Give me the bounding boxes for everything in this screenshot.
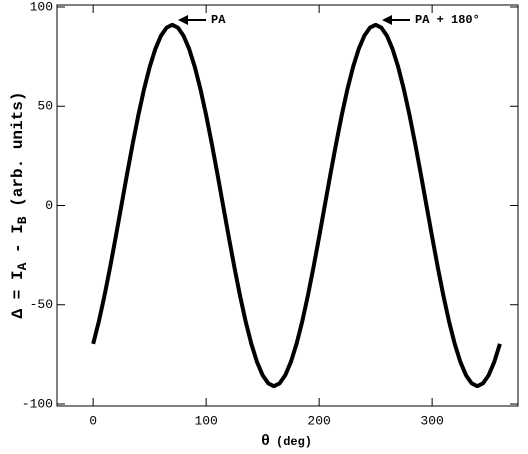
y-label-sub: A xyxy=(15,262,30,270)
y-tick-label: -50 xyxy=(30,297,53,312)
x-label-unit: (deg) xyxy=(276,435,312,449)
x-label: θ xyxy=(261,433,270,450)
y-label: Δ = IA - IB (arb. units) xyxy=(9,92,30,319)
annotation: PA + 180° xyxy=(382,13,480,27)
plot-frame xyxy=(56,4,519,407)
annotation-text: PA + 180° xyxy=(415,13,480,27)
y-tick-label: 50 xyxy=(37,99,53,114)
y-label-part: - I xyxy=(9,224,27,262)
x-tick-label: 300 xyxy=(420,413,443,428)
arrow-head xyxy=(178,15,188,25)
x-tick-label: 100 xyxy=(194,413,217,428)
annotation: PA xyxy=(178,13,226,27)
y-tick-label: -100 xyxy=(22,396,53,411)
arrow-head xyxy=(382,15,392,25)
y-tick-label: 0 xyxy=(45,198,53,213)
x-tick-label: 0 xyxy=(89,413,97,428)
x-axis-label: θ (deg) xyxy=(261,433,312,450)
y-tick-label: 100 xyxy=(30,0,53,14)
y-label-sub: B xyxy=(15,216,30,224)
y-label-part: (arb. units) xyxy=(9,92,27,217)
x-tick-label: 200 xyxy=(307,413,330,428)
annotation-text: PA xyxy=(211,13,226,27)
y-label-part: Δ = I xyxy=(9,270,27,318)
data-line xyxy=(91,22,502,389)
